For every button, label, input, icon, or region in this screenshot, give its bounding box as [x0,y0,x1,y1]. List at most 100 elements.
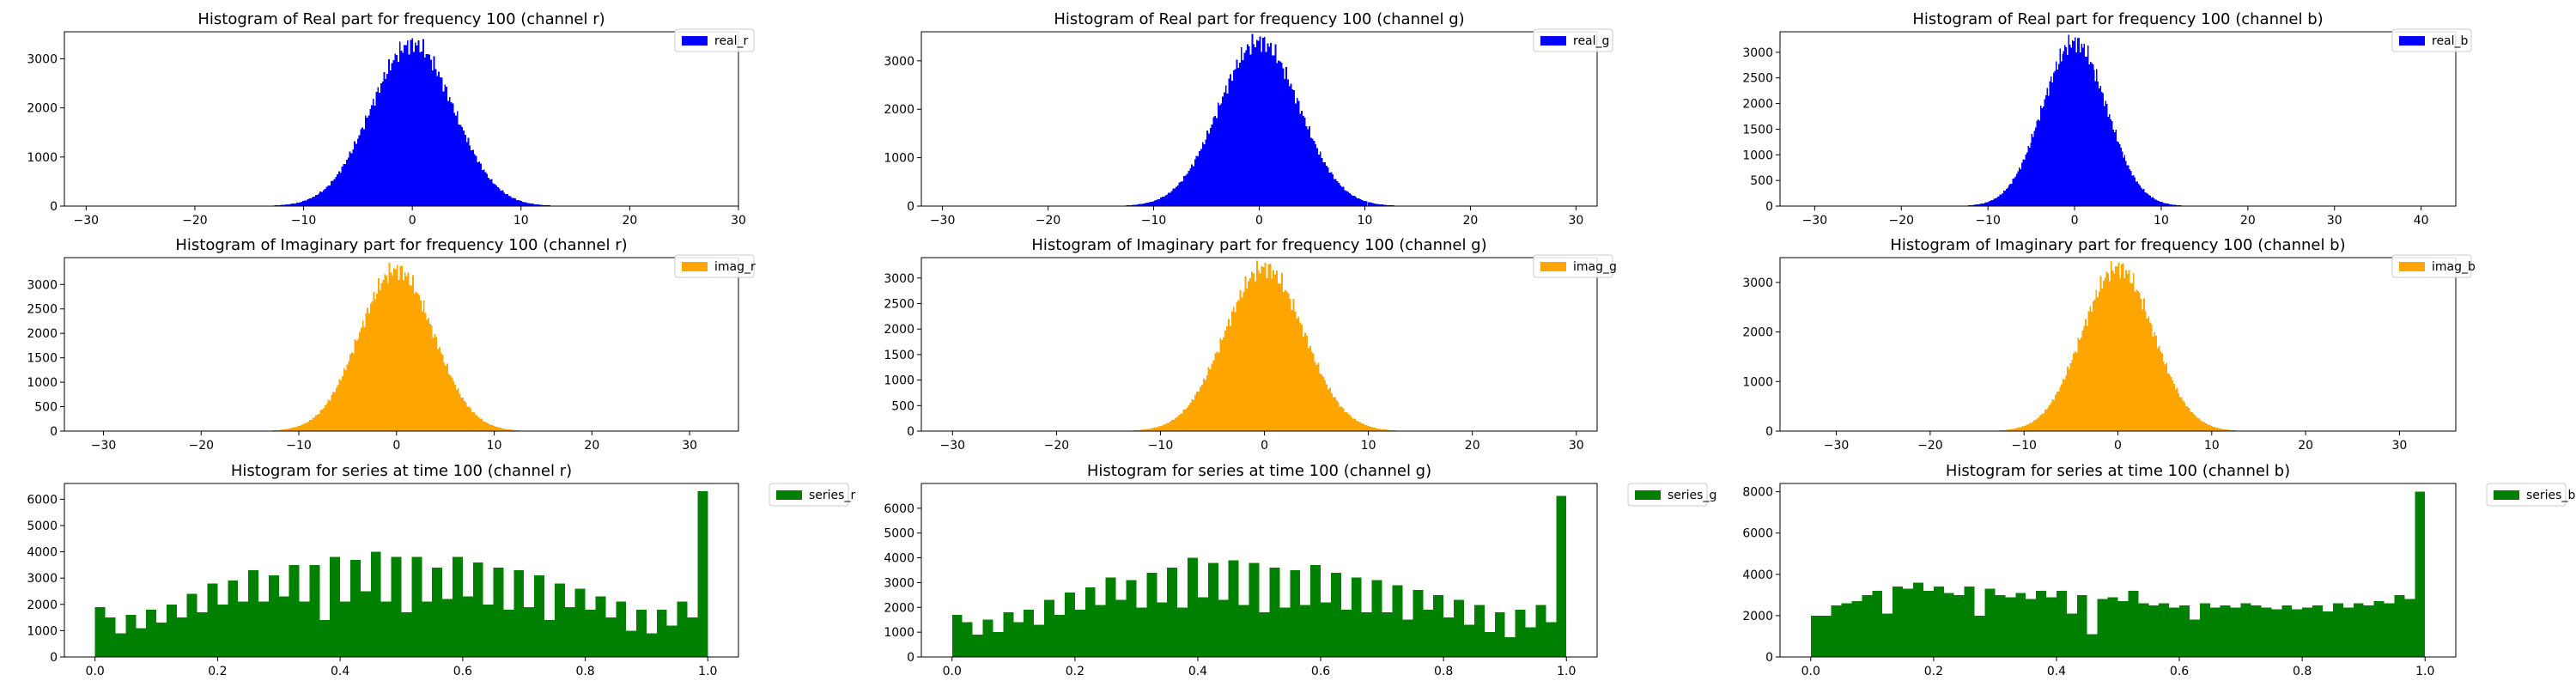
y-tick-label: 2000 [27,599,58,612]
histogram-bar [2013,429,2014,431]
histogram-bar [388,58,390,206]
histogram-bar [442,599,453,657]
histogram-bar [2103,281,2105,431]
y-tick-label: 0 [50,651,58,665]
histogram-bar [2209,607,2221,657]
histogram-bar [471,412,474,431]
histogram-bar [1172,188,1175,206]
histogram-bar [1155,199,1157,206]
histogram-bar [1330,572,1341,657]
histogram-bar [1271,278,1273,431]
histogram-bar [1249,54,1252,207]
histogram-bar [1195,155,1198,206]
histogram-bar [1242,292,1245,431]
histogram-bar [1336,181,1339,206]
histogram-bar [2110,119,2111,206]
legend: imag_g [1533,254,1617,278]
histogram-bar [346,159,348,206]
histogram-bar [2047,407,2050,431]
histogram-bar [2038,416,2040,431]
histogram-bar [390,272,392,431]
histogram-bar [2049,404,2050,431]
subplot-imag-b: Histogram of Imaginary part for frequenc… [1742,236,2476,453]
histogram-bar [2032,137,2034,206]
x-tick-label: 20 [1463,214,1479,228]
histogram-bar [1159,425,1162,431]
histogram-bar [1292,299,1295,431]
histogram-bar [1515,610,1526,657]
subplot-title: Histogram for series at time 100 (channe… [1946,462,2290,480]
histogram-bar [354,141,355,206]
histogram-bar [319,410,322,431]
histogram-bar [389,70,392,206]
legend: real_b [2391,28,2472,52]
histogram-bar [2214,427,2216,431]
histogram-bar [2035,419,2038,431]
histogram-bar [283,429,286,431]
histogram-bar [376,294,378,431]
histogram-bar [386,283,389,431]
histogram-bar [2204,423,2207,431]
histogram-bar [2119,277,2121,431]
histogram-bar [331,395,333,431]
histogram-bar [398,41,401,207]
axes-frame [1779,31,2457,207]
histogram-bar [287,429,289,431]
histogram-bar [1351,577,1362,657]
histogram-bar [2069,45,2071,206]
histogram-bar [2023,425,2026,431]
histogram-bar [377,278,380,431]
histogram-bar [421,311,423,431]
x-tick-label: −10 [291,214,317,228]
histogram-bar [401,265,404,431]
legend-frame [1533,28,1613,52]
histogram-bar [1484,632,1495,657]
histogram-bar [1913,582,1923,657]
histogram-bar [305,200,307,206]
histogram-bar [337,385,339,431]
histogram-bar [1182,409,1185,431]
histogram-bar [434,69,437,206]
histogram-bar [289,564,300,657]
histogram-bar [423,58,426,207]
y-tick-label: 6000 [884,502,914,516]
histogram-bar [2079,339,2081,431]
histogram-bar [2009,184,2012,206]
histogram-bar [295,202,298,206]
histogram-bar [1218,599,1229,657]
histogram-bar [2149,322,2151,431]
histogram-bar [1376,204,1379,206]
histogram-bar [2022,159,2024,206]
histogram-bar [511,198,513,206]
histogram-bar [278,596,289,657]
histogram-bar [1024,610,1035,657]
histogram-bar [1232,70,1235,206]
histogram-bar [2005,429,2008,431]
histogram-bar [2074,351,2076,431]
histogram-bar [394,269,397,431]
subplot-real-b: Histogram of Real part for frequency 100… [1742,10,2472,228]
histogram-bar [1352,418,1355,431]
histogram-bar [368,313,370,431]
histogram-bar [480,163,482,206]
histogram-bar [2071,360,2074,431]
histogram-bar [2363,605,2374,657]
x-tick-label: 0 [409,214,416,228]
histogram-bar [498,188,501,206]
histogram-bar [2281,605,2293,657]
histogram-bar [310,419,313,431]
histogram-bar [564,606,575,657]
histogram-bar [450,101,453,206]
histogram-bar [453,380,455,431]
histogram-bar [2057,391,2060,431]
histogram-bar [438,347,440,431]
histogram-bar [1168,192,1170,206]
histogram-bar [2030,143,2032,206]
histogram-bar [2150,197,2153,206]
histogram-bar [1349,415,1352,431]
histogram-bar [442,91,445,206]
histogram-bar [1206,130,1208,206]
histogram-bar [1228,78,1230,206]
histogram-bar [1264,263,1267,431]
histogram-bar [2130,170,2132,206]
